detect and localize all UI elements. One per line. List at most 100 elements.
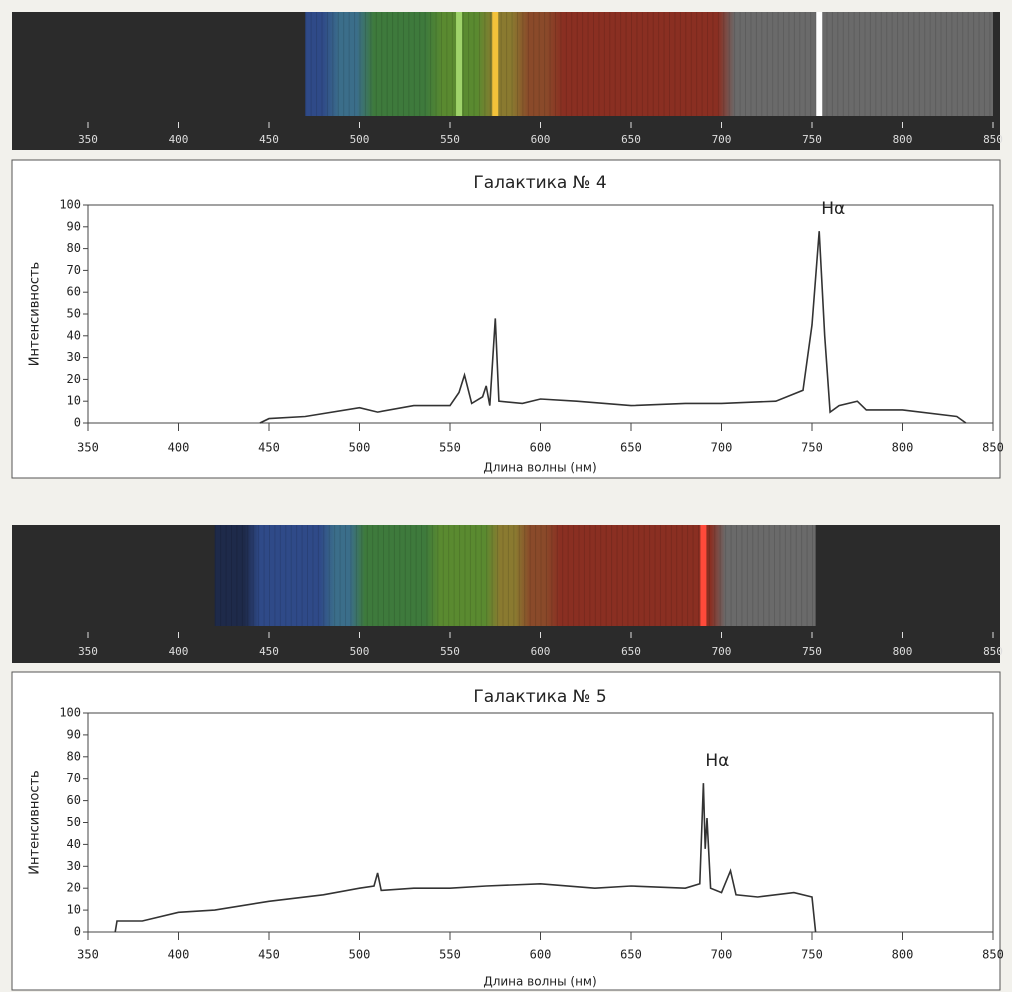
faint-line [242, 525, 243, 626]
y-tick-label: 20 [67, 881, 81, 895]
faint-line [848, 12, 849, 116]
faint-line [541, 525, 542, 626]
faint-line [633, 525, 634, 626]
faint-line [430, 12, 431, 116]
faint-line [962, 12, 963, 116]
faint-line [886, 12, 887, 116]
chart-title: Галактика № 5 [473, 687, 606, 707]
y-tick-label: 90 [67, 727, 81, 741]
faint-line [609, 12, 610, 116]
page: 350400450500550600650700750800850Галакти… [0, 0, 1012, 992]
faint-line [664, 12, 665, 116]
faint-line [332, 12, 333, 116]
faint-line [372, 525, 373, 626]
faint-line [394, 525, 395, 626]
faint-line [522, 12, 523, 116]
faint-line [463, 12, 464, 116]
faint-line [474, 12, 475, 116]
faint-line [756, 12, 757, 116]
faint-line [767, 12, 768, 116]
faint-line [598, 12, 599, 116]
x-tick-label: 450 [259, 645, 279, 658]
faint-line [729, 12, 730, 116]
x-tick-label: 750 [802, 133, 822, 146]
faint-line [698, 525, 699, 626]
faint-line [305, 12, 306, 116]
faint-line [761, 12, 762, 116]
faint-line [528, 12, 529, 116]
faint-line [626, 12, 627, 116]
faint-line [647, 12, 648, 116]
faint-line [258, 525, 259, 626]
faint-line [573, 525, 574, 626]
faint-line [788, 12, 789, 116]
faint-line [582, 12, 583, 116]
faint-line [269, 525, 270, 626]
x-tick-label: 750 [801, 948, 823, 962]
faint-line [691, 12, 692, 116]
x-tick-label: 750 [801, 441, 823, 455]
faint-line [285, 525, 286, 626]
faint-line [723, 12, 724, 116]
faint-line [584, 525, 585, 626]
faint-line [490, 12, 491, 116]
faint-line [408, 12, 409, 116]
faint-line [674, 12, 675, 116]
faint-line [220, 525, 221, 626]
y-tick-label: 100 [59, 198, 81, 212]
faint-line [338, 12, 339, 116]
faint-line [935, 12, 936, 116]
faint-line [376, 12, 377, 116]
faint-line [785, 525, 786, 626]
x-tick-label: 400 [169, 645, 189, 658]
faint-line [419, 12, 420, 116]
y-tick-label: 10 [67, 903, 81, 917]
faint-line [604, 12, 605, 116]
faint-line [506, 12, 507, 116]
chart-title: Галактика № 4 [473, 173, 606, 193]
faint-line [437, 525, 438, 626]
faint-line [571, 12, 572, 116]
faint-line [530, 525, 531, 626]
faint-line [512, 12, 513, 116]
faint-line [903, 12, 904, 116]
faint-line [513, 525, 514, 626]
faint-line [551, 525, 552, 626]
x-tick-label: 650 [621, 645, 641, 658]
faint-line [778, 12, 779, 116]
faint-line [680, 12, 681, 116]
faint-line [693, 525, 694, 626]
faint-line [296, 525, 297, 626]
faint-line [617, 525, 618, 626]
x-tick-label: 550 [439, 948, 461, 962]
faint-line [577, 12, 578, 116]
faint-line [642, 12, 643, 116]
faint-line [731, 525, 732, 626]
faint-line [636, 12, 637, 116]
x-tick-label: 700 [712, 133, 732, 146]
faint-line [426, 525, 427, 626]
faint-line [649, 525, 650, 626]
faint-line [807, 525, 808, 626]
faint-line [329, 525, 330, 626]
faint-line [685, 12, 686, 116]
faint-line [321, 12, 322, 116]
x-tick-label: 850 [983, 133, 1003, 146]
faint-line [810, 12, 811, 116]
y-axis-label: Интенсивность [28, 262, 43, 366]
faint-line [864, 12, 865, 116]
faint-line [930, 12, 931, 116]
emission-line [456, 12, 462, 116]
faint-line [799, 12, 800, 116]
x-tick-label: 600 [530, 441, 552, 455]
x-tick-label: 650 [620, 441, 642, 455]
faint-line [492, 525, 493, 626]
faint-line [350, 525, 351, 626]
y-tick-label: 10 [67, 394, 81, 408]
faint-line [378, 525, 379, 626]
faint-line [502, 525, 503, 626]
faint-line [881, 12, 882, 116]
x-tick-label: 600 [530, 948, 552, 962]
faint-line [410, 525, 411, 626]
annotation: Hα [705, 751, 729, 771]
